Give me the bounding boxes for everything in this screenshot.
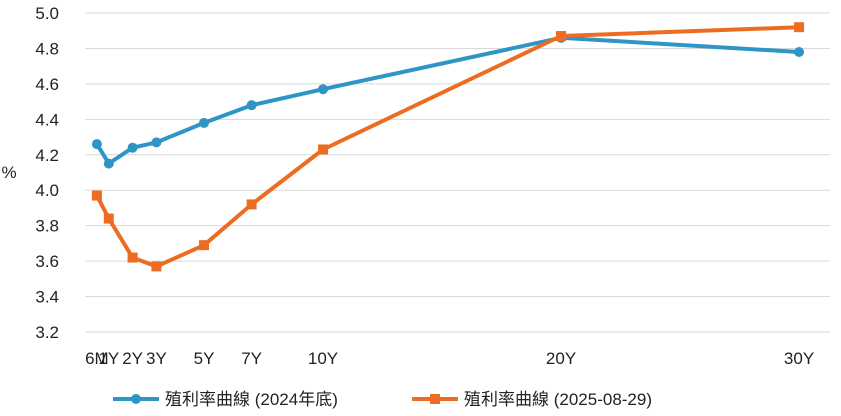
- data-point: [246, 199, 257, 210]
- series-1: [91, 32, 805, 169]
- y-tick-label: 4.6: [35, 75, 59, 94]
- data-point: [151, 261, 162, 272]
- data-point: [794, 22, 805, 33]
- y-axis-ticks: 3.2 3.4 3.6 3.8 4.0 4.2 4.4 4.6 4.8 5.0: [35, 4, 59, 342]
- y-tick-label: 4.0: [35, 181, 59, 200]
- y-tick-label: 3.6: [35, 252, 59, 271]
- x-tick-label: 10Y: [308, 349, 338, 368]
- x-tick-label: 7Y: [241, 349, 262, 368]
- series-line: [95, 35, 800, 166]
- y-tick-label: 4.8: [35, 39, 59, 58]
- data-point: [199, 117, 210, 128]
- data-point: [103, 213, 114, 224]
- x-tick-label: 1Y: [98, 349, 119, 368]
- data-point: [91, 190, 102, 201]
- data-point: [91, 139, 102, 150]
- series-2: [91, 22, 805, 272]
- data-point: [794, 46, 805, 57]
- legend-label: 殖利率曲線 (2025-08-29): [464, 390, 652, 409]
- y-tick-label: 5.0: [35, 4, 59, 23]
- data-point: [318, 144, 329, 155]
- data-point: [127, 252, 138, 263]
- x-tick-label: 5Y: [194, 349, 215, 368]
- legend-label: 殖利率曲線 (2024年底): [165, 390, 338, 409]
- y-tick-label: 3.2: [35, 323, 59, 342]
- y-tick-label: 3.8: [35, 217, 59, 236]
- y-tick-label: 4.4: [35, 110, 59, 129]
- x-tick-label: 20Y: [546, 349, 576, 368]
- legend-marker: [131, 394, 141, 404]
- x-tick-label: 6M: [85, 349, 109, 368]
- legend-marker: [430, 394, 440, 404]
- legend-item: 殖利率曲線 (2024年底): [113, 390, 338, 409]
- legend-item: 殖利率曲線 (2025-08-29): [412, 390, 652, 409]
- data-point: [151, 137, 162, 148]
- y-tick-label: 3.4: [35, 288, 59, 307]
- data-point: [246, 100, 257, 111]
- data-point: [318, 84, 329, 95]
- x-tick-label: 2Y: [122, 349, 143, 368]
- x-tick-label: 30Y: [784, 349, 814, 368]
- y-tick-label: 4.2: [35, 146, 59, 165]
- series-lines: [91, 22, 805, 272]
- y-axis-label: %: [1, 163, 16, 182]
- data-point: [199, 240, 210, 251]
- data-point: [556, 31, 567, 42]
- x-tick-label: 3Y: [146, 349, 167, 368]
- legend: 殖利率曲線 (2024年底) 殖利率曲線 (2025-08-29): [113, 390, 652, 409]
- data-point: [127, 142, 138, 153]
- data-point: [103, 158, 114, 169]
